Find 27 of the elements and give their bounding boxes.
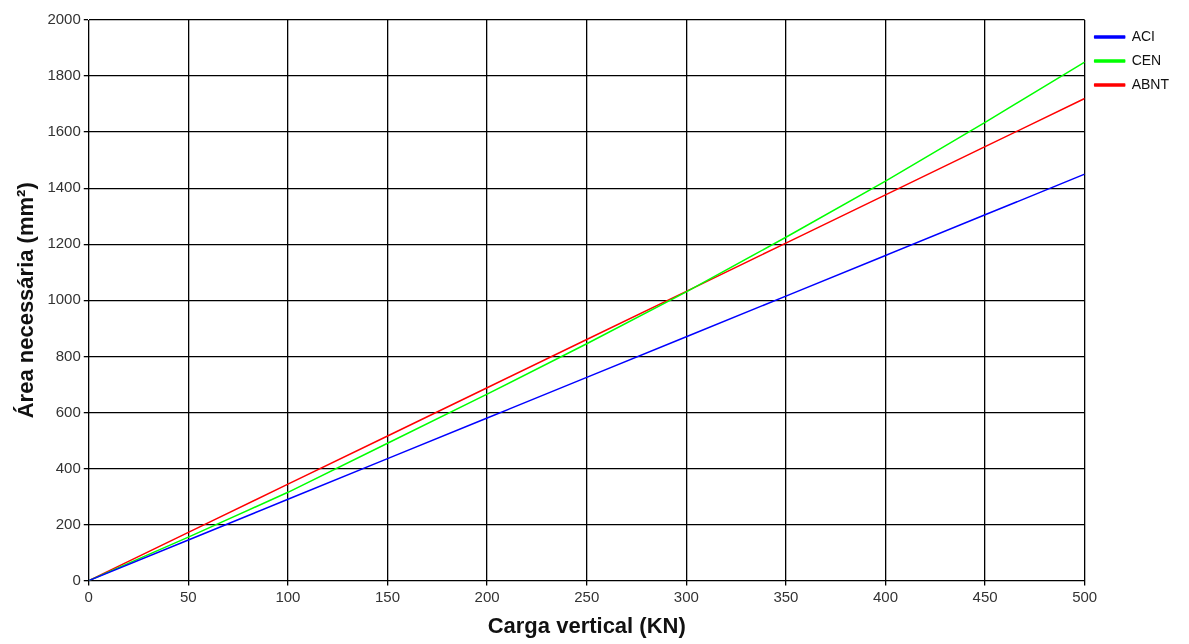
y-tick-label: 400 <box>55 458 81 476</box>
y-tick-label: 0 <box>72 570 81 588</box>
legend-label: CEN <box>1131 51 1162 68</box>
y-tick-label: 200 <box>55 514 81 532</box>
x-tick-label: 150 <box>375 587 401 605</box>
x-tick-label: 200 <box>474 587 500 605</box>
y-tick-label: 1000 <box>47 290 81 308</box>
x-tick-label: 400 <box>872 587 898 605</box>
legend-label: ABNT <box>1131 75 1170 92</box>
legend-label: ACI <box>1131 27 1156 44</box>
y-tick-label: 1400 <box>47 178 81 196</box>
x-axis-title: Carga vertical (KN) <box>487 612 686 638</box>
y-tick-label: 600 <box>55 402 81 420</box>
x-tick-label: 50 <box>180 587 197 605</box>
x-tick-label: 350 <box>773 587 799 605</box>
x-tick-label: 300 <box>673 587 699 605</box>
x-tick-label: 250 <box>574 587 600 605</box>
y-axis-title: Área necessária (mm²) <box>13 182 39 419</box>
y-tick-label: 2000 <box>47 10 81 28</box>
x-tick-label: 0 <box>84 587 93 605</box>
y-tick-label: 1600 <box>47 122 81 140</box>
y-tick-label: 800 <box>55 346 81 364</box>
y-tick-label: 1200 <box>47 234 81 252</box>
x-tick-label: 100 <box>275 587 301 605</box>
x-tick-label: 450 <box>972 587 998 605</box>
y-tick-label: 1800 <box>47 66 81 84</box>
x-tick-label: 500 <box>1072 587 1098 605</box>
